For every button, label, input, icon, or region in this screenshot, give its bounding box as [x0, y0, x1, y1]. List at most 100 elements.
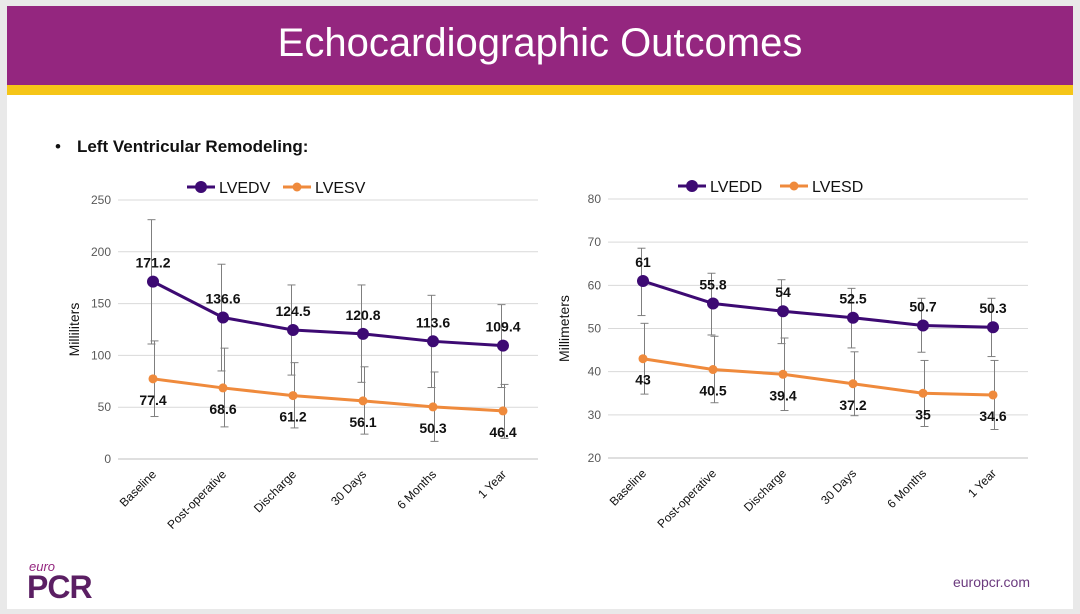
legend-label: LVESV: [315, 180, 366, 197]
data-label: 61: [635, 254, 651, 270]
legend: LVEDD LVESD: [678, 179, 863, 196]
y-tick-label: 20: [588, 451, 602, 465]
data-point: [778, 369, 788, 379]
x-tick-label: Post-operative: [655, 466, 720, 531]
y-axis-label: Millimeters: [556, 295, 572, 362]
y-tick-label: 0: [104, 452, 111, 466]
slide: Echocardiographic Outcomes • Left Ventric…: [7, 6, 1073, 609]
series-line: [642, 357, 994, 397]
logo-euro-text: euro: [29, 559, 56, 574]
y-tick-label: 80: [588, 192, 602, 206]
data-label: 68.6: [209, 401, 236, 417]
chart-dimensions: 20 30 40 50 60 70 80 Millimeters Baseline Post-op…: [556, 179, 1028, 531]
data-point: [497, 339, 509, 352]
slide-title: Echocardiographic Outcomes: [277, 21, 803, 65]
x-tick-label: 6 Months: [884, 466, 929, 511]
data-point: [707, 297, 719, 310]
legend-label: LVEDD: [710, 179, 762, 196]
x-tick-label: Discharge: [741, 466, 789, 514]
data-point: [217, 311, 229, 324]
data-point: [147, 275, 159, 288]
data-label: 37.2: [839, 397, 866, 413]
series-lvedd: 61 55.8 54 52.5 50.7 50.3: [635, 247, 1007, 358]
legend-swatch-marker: [292, 182, 302, 192]
legend-swatch-marker: [789, 181, 799, 191]
data-label: 124.5: [275, 303, 310, 319]
bullet-item: • Left Ventricular Remodeling:: [55, 137, 308, 157]
legend-label: LVESD: [812, 179, 863, 196]
footer-url: europcr.com: [952, 574, 1030, 590]
data-point: [287, 324, 299, 337]
data-point: [708, 365, 718, 375]
y-tick-label: 50: [98, 400, 112, 414]
accent-stripe: [7, 85, 1073, 95]
europcr-logo: euro PCR: [27, 559, 107, 605]
data-point: [848, 379, 858, 389]
data-point: [357, 327, 369, 340]
data-point: [918, 388, 928, 398]
series-line: [152, 280, 504, 348]
y-tick-label: 50: [588, 322, 602, 336]
data-point: [427, 335, 439, 348]
data-label: 61.2: [279, 409, 306, 425]
series-lvesd: 43 40.5 39.4 37.2 35 34.6: [635, 322, 1007, 431]
y-tick-label: 40: [588, 365, 602, 379]
data-point: [288, 391, 298, 401]
series-lvedv: 171.2 136.6 124.5 120.8 113.6 109.4: [135, 219, 521, 389]
data-point: [498, 406, 508, 416]
data-label: 35: [915, 406, 931, 422]
data-point: [987, 321, 999, 334]
y-axis-label: Milliliters: [66, 303, 82, 357]
title-banner: Echocardiographic Outcomes: [7, 6, 1073, 85]
x-tick-label: Baseline: [607, 466, 650, 509]
data-point: [847, 311, 859, 324]
data-label: 56.1: [349, 414, 376, 430]
data-label: 40.5: [699, 383, 726, 399]
series-line: [152, 377, 504, 413]
data-point: [637, 275, 649, 288]
y-tick-label: 60: [588, 278, 602, 292]
data-label: 46.4: [489, 424, 516, 440]
data-label: 50.7: [909, 298, 936, 314]
data-label: 43: [635, 372, 651, 388]
y-tick-label: 250: [91, 193, 111, 207]
gridlines: 20 30 40 50 60 70 80: [588, 192, 1028, 465]
bullet-dot-icon: •: [55, 137, 61, 156]
data-label: 34.6: [979, 408, 1006, 424]
data-point: [777, 305, 789, 318]
data-point: [638, 354, 648, 364]
data-point: [358, 396, 368, 406]
data-label: 109.4: [485, 319, 520, 335]
data-label: 54: [775, 284, 791, 300]
data-point: [988, 390, 998, 400]
y-tick-label: 150: [91, 297, 111, 311]
y-tick-label: 200: [91, 245, 111, 259]
data-point: [428, 402, 438, 412]
y-tick-label: 70: [588, 235, 602, 249]
series-line: [642, 279, 994, 329]
y-tick-label: 30: [588, 408, 602, 422]
data-label: 50.3: [979, 300, 1006, 316]
data-label: 120.8: [345, 307, 380, 323]
bullet-text: Left Ventricular Remodeling:: [76, 137, 309, 156]
data-point: [917, 319, 929, 332]
series-lvesv: 77.4 68.6 61.2 56.1 50.3 46.4: [139, 340, 517, 442]
data-label: 52.5: [839, 291, 866, 307]
y-tick-label: 100: [91, 348, 111, 362]
x-tick-label: 30 Days: [818, 466, 859, 507]
legend: LVEDV LVESV: [187, 180, 366, 197]
x-tick-label: 1 Year: [965, 466, 999, 500]
data-point: [218, 383, 228, 393]
data-label: 136.6: [205, 290, 240, 306]
legend-swatch-marker: [195, 181, 207, 193]
logo-pcr-text: PCR: [27, 569, 93, 605]
data-label: 55.8: [699, 276, 726, 292]
gridlines: 0 50 100 150 200 250: [91, 193, 538, 466]
data-label: 50.3: [419, 420, 446, 436]
legend-label: LVEDV: [219, 180, 271, 197]
data-label: 39.4: [769, 387, 796, 403]
legend-swatch-marker: [686, 180, 698, 192]
data-label: 113.6: [416, 314, 450, 330]
data-point: [148, 374, 158, 384]
